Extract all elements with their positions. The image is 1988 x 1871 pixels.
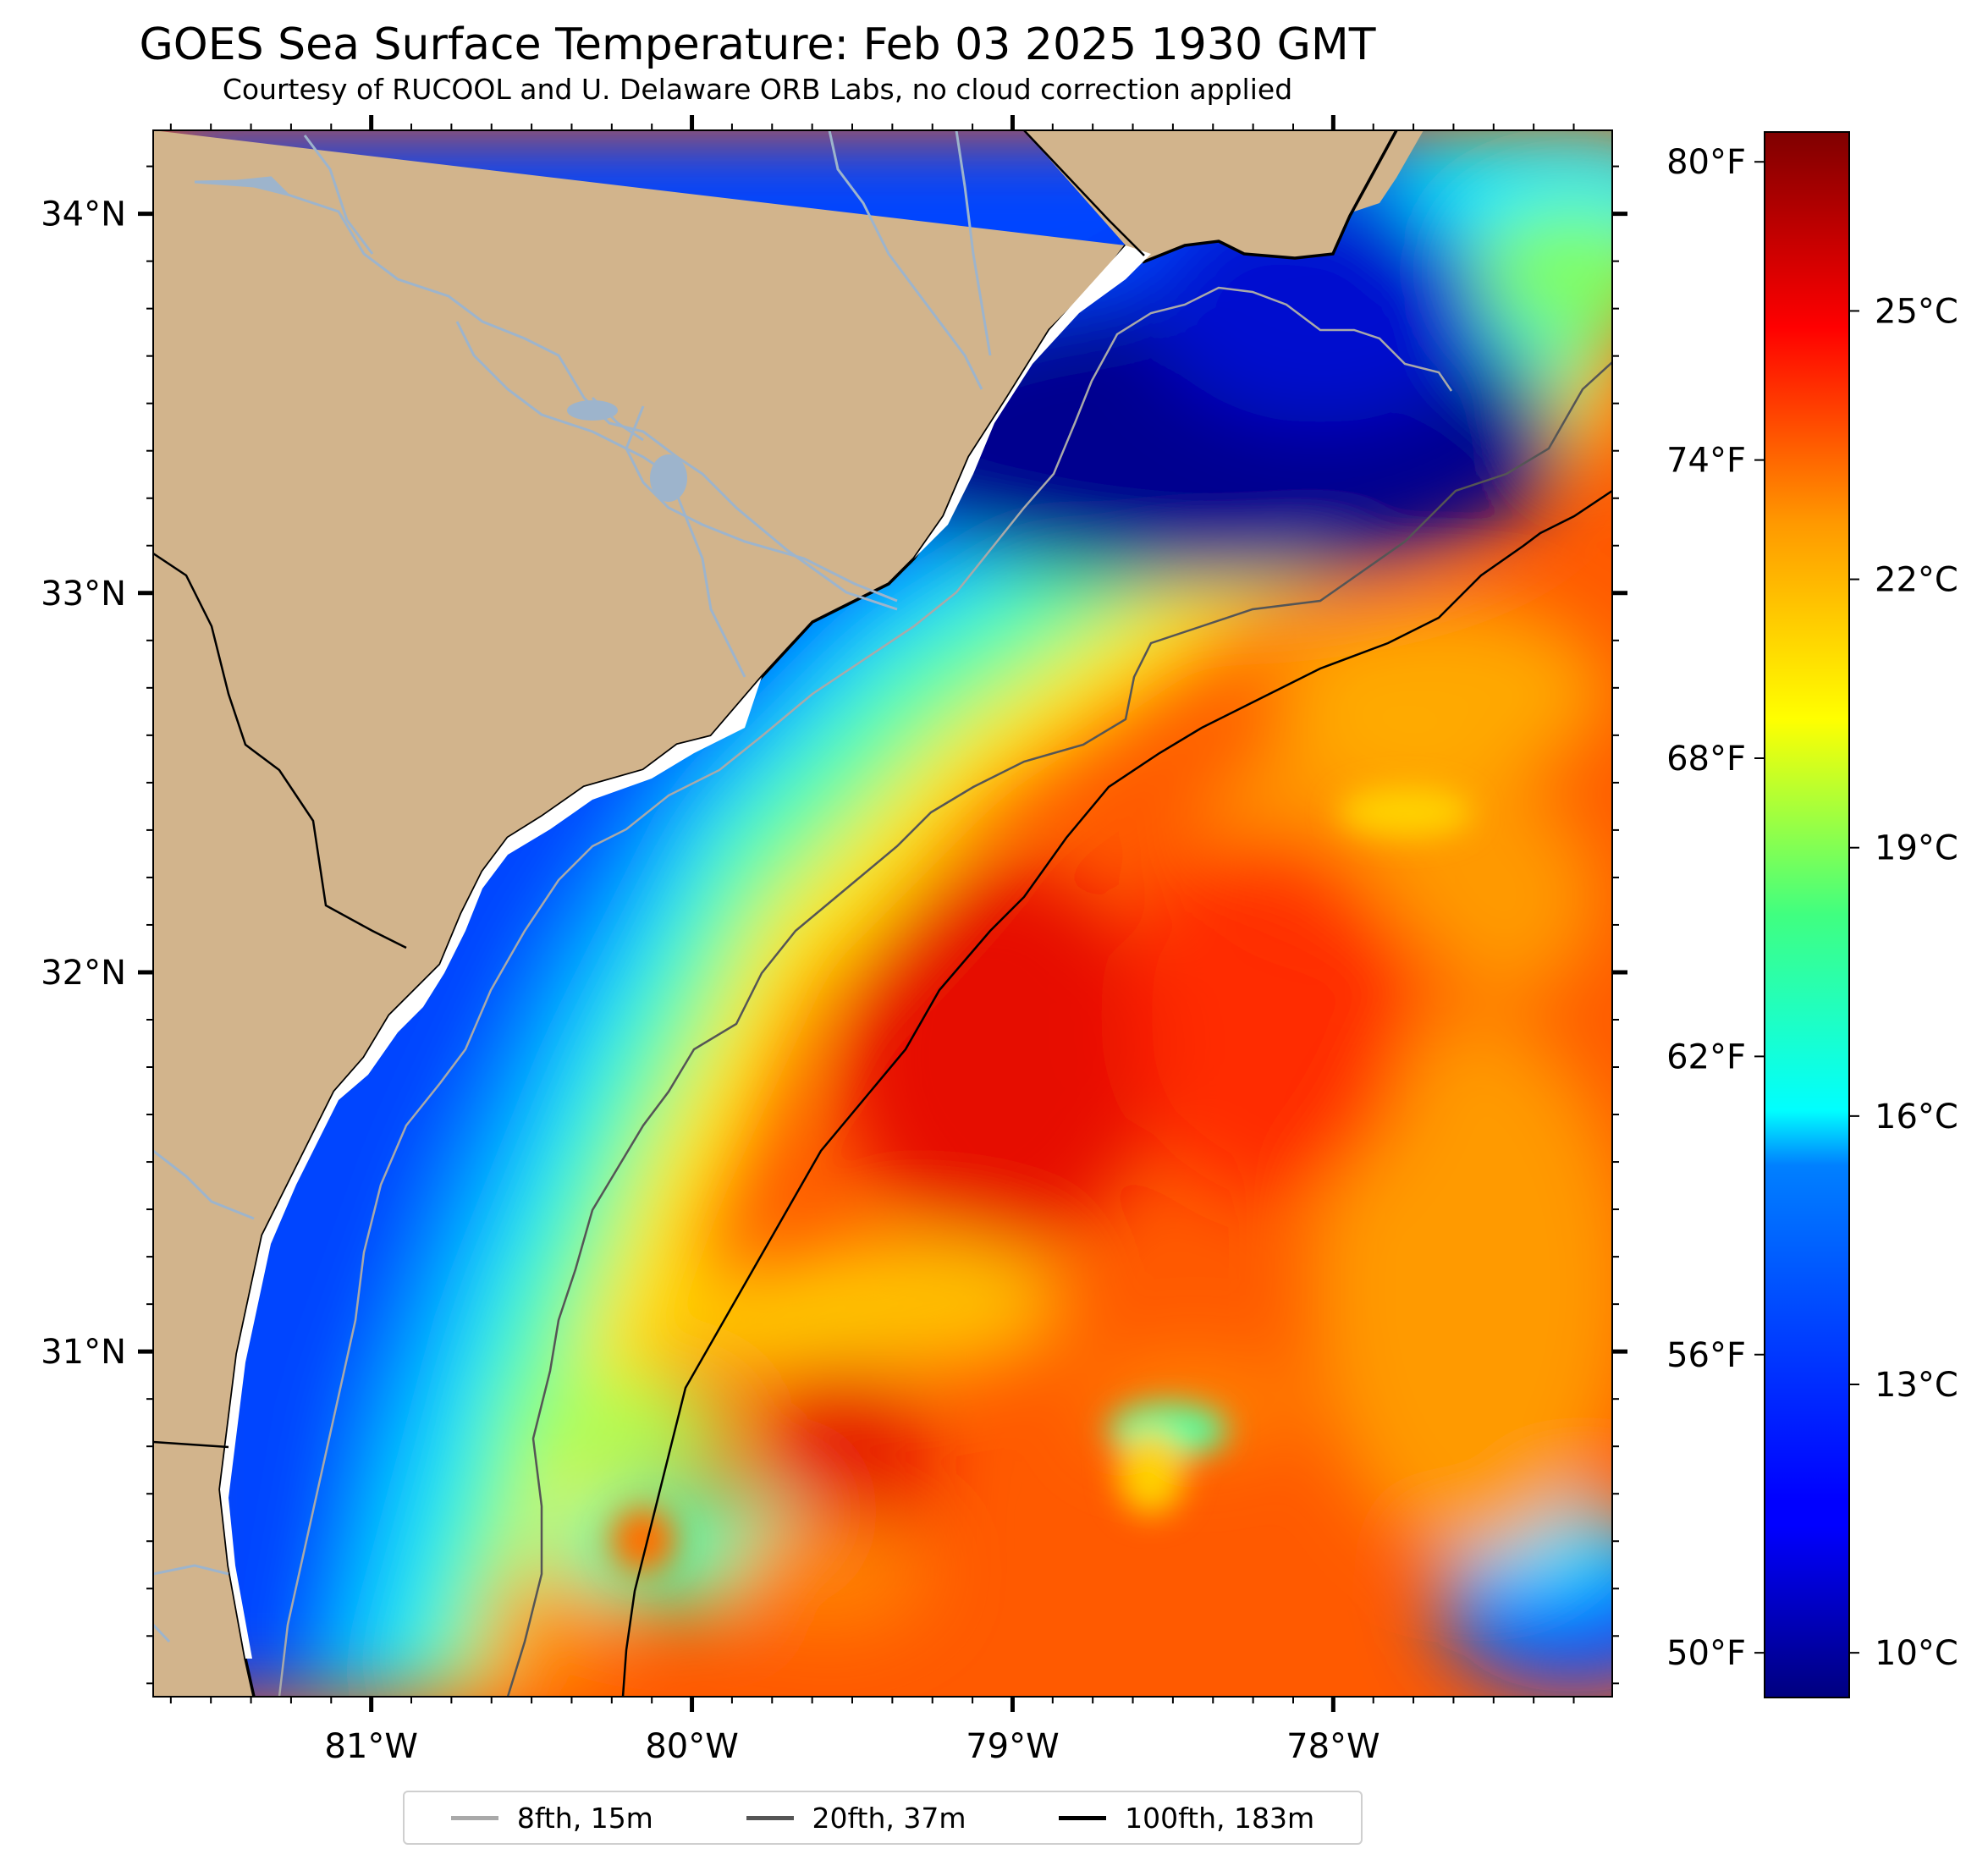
map-title: GOES Sea Surface Temperature: Feb 03 202… [139,19,1376,70]
legend-label: 20fth, 37m [812,1801,966,1835]
longitude-label: 81°W [324,1727,417,1766]
celsius-label: 25°C [1875,292,1958,331]
celsius-label: 13°C [1875,1366,1958,1405]
latitude-labels: 34°N 33°N 32°N 31°N [41,195,126,1373]
legend-swatch [1059,1815,1107,1820]
map-ticks [138,115,1627,1712]
longitude-labels: 81°W 80°W 79°W 78°W [324,1727,1379,1766]
latitude-label: 32°N [41,954,126,993]
legend-item-100fth: 100fth, 183m [1059,1802,1314,1835]
legend-swatch [746,1815,794,1820]
fahrenheit-label: 56°F [1666,1336,1746,1375]
land [153,130,1424,1697]
legend-swatch [450,1815,498,1820]
fahrenheit-label: 68°F [1666,740,1746,779]
legend-item-8fth: 8fth, 15m [450,1801,653,1835]
legend-label: 8fth, 15m [516,1801,653,1835]
latitude-label: 31°N [41,1333,126,1372]
fahrenheit-label: 74°F [1666,442,1746,481]
longitude-label: 80°W [645,1727,738,1766]
fahrenheit-label: 50°F [1666,1634,1746,1673]
fahrenheit-label: 62°F [1666,1037,1746,1076]
isobath-legend: 8fth, 15m 20fth, 37m 100fth, 183m [403,1791,1363,1845]
colorbar [1764,131,1850,1698]
rivers [153,130,992,1643]
map-subtitle: Courtesy of RUCOOL and U. Delaware ORB L… [222,73,1293,106]
longitude-label: 79°W [966,1727,1059,1766]
latitude-label: 33°N [41,575,126,614]
celsius-label: 16°C [1875,1098,1958,1136]
celsius-label: 19°C [1875,829,1958,868]
celsius-label: 10°C [1875,1634,1958,1673]
colorbar-ticks: 25°C 22°C 19°C 16°C 13°C 10°C 80°F 74°F 68°F 62°F… [1666,143,1958,1673]
legend-label: 100fth, 183m [1125,1801,1315,1835]
fahrenheit-label: 80°F [1666,143,1746,182]
map-frame [152,129,1613,1698]
isobaths [278,286,1612,1697]
state-borders [153,130,1145,1449]
longitude-label: 78°W [1286,1727,1379,1766]
latitude-label: 34°N [41,195,126,234]
legend-item-20fth: 20fth, 37m [746,1802,966,1835]
celsius-label: 22°C [1875,561,1958,600]
